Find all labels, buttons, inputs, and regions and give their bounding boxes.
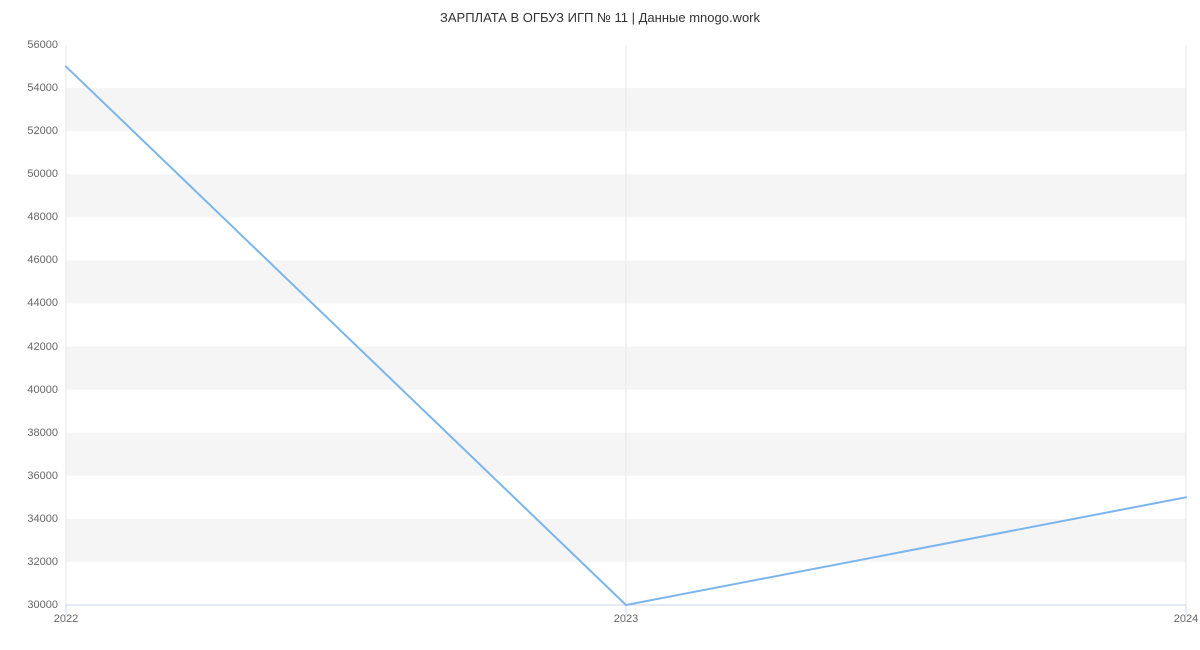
y-tick-label: 34000 [27,513,66,525]
y-tick-label: 56000 [27,39,66,51]
line-chart: ЗАРПЛАТА В ОГБУЗ ИГП № 11 | Данные mnogo… [0,0,1200,650]
chart-svg [66,45,1186,615]
y-tick-label: 44000 [27,297,66,309]
x-tick-label: 2022 [54,605,78,625]
y-tick-label: 42000 [27,341,66,353]
y-tick-label: 50000 [27,168,66,180]
chart-title: ЗАРПЛАТА В ОГБУЗ ИГП № 11 | Данные mnogo… [0,10,1200,25]
x-tick-label: 2023 [614,605,638,625]
x-tick-label: 2024 [1174,605,1198,625]
y-tick-label: 40000 [27,384,66,396]
y-tick-label: 36000 [27,470,66,482]
y-tick-label: 52000 [27,125,66,137]
plot-area: 3000032000340003600038000400004200044000… [66,45,1186,605]
y-tick-label: 46000 [27,254,66,266]
y-tick-label: 38000 [27,427,66,439]
y-tick-label: 48000 [27,211,66,223]
y-tick-label: 54000 [27,82,66,94]
y-tick-label: 32000 [27,556,66,568]
